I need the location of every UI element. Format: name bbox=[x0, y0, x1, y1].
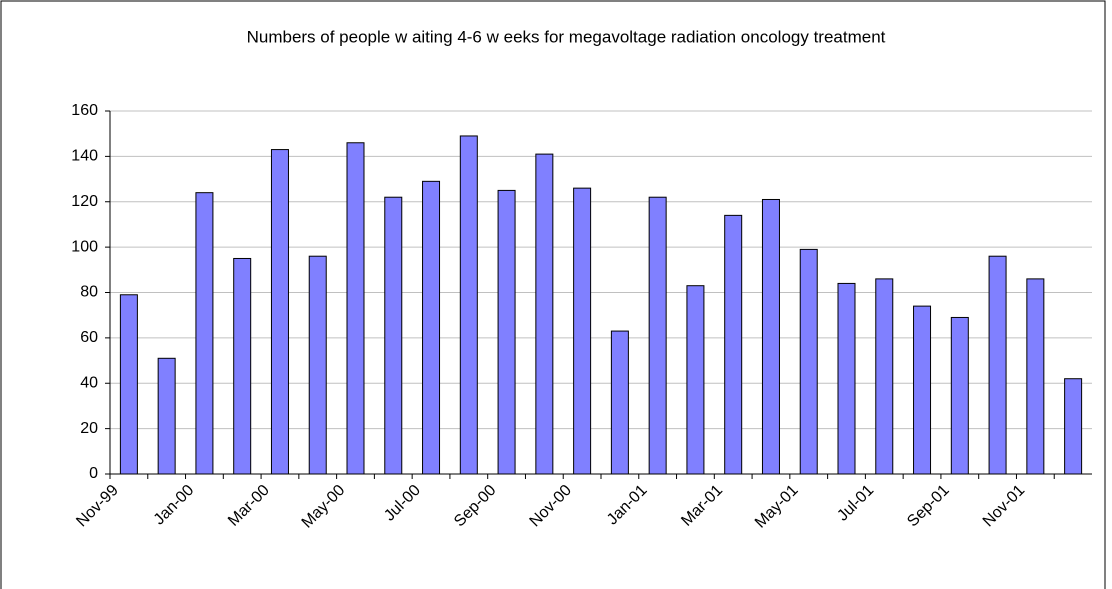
bar bbox=[988, 255, 1007, 475]
y-tick-label: 40 bbox=[80, 374, 98, 391]
bar bbox=[610, 330, 629, 475]
bar bbox=[837, 282, 856, 475]
y-tick-label: 60 bbox=[80, 329, 98, 346]
bar bbox=[157, 357, 176, 475]
y-tick-label: 20 bbox=[80, 420, 98, 437]
bar bbox=[875, 278, 894, 475]
bar bbox=[1064, 378, 1083, 475]
bar bbox=[384, 196, 403, 475]
chart-title: Numbers of people w aiting 4-6 w eeks fo… bbox=[247, 27, 886, 46]
bar bbox=[724, 214, 743, 475]
y-tick-label: 80 bbox=[80, 284, 98, 301]
bar bbox=[761, 198, 780, 475]
bar bbox=[346, 142, 365, 475]
bar bbox=[195, 192, 214, 475]
bar bbox=[1026, 278, 1045, 475]
bar bbox=[308, 255, 327, 475]
bar bbox=[913, 305, 932, 475]
bar bbox=[270, 149, 289, 475]
bar bbox=[573, 187, 592, 475]
y-tick-label: 140 bbox=[71, 148, 98, 165]
bar bbox=[799, 248, 818, 475]
bar bbox=[686, 285, 705, 475]
bar bbox=[459, 135, 478, 475]
bar bbox=[422, 180, 441, 475]
bar bbox=[648, 196, 667, 475]
y-tick-label: 100 bbox=[71, 238, 98, 255]
bar bbox=[119, 294, 138, 475]
y-tick-label: 0 bbox=[89, 465, 98, 482]
bar bbox=[950, 316, 969, 475]
bar bbox=[233, 257, 252, 475]
bar bbox=[535, 153, 554, 475]
bar bbox=[497, 189, 516, 475]
y-tick-label: 160 bbox=[71, 102, 98, 119]
y-tick-label: 120 bbox=[71, 193, 98, 210]
